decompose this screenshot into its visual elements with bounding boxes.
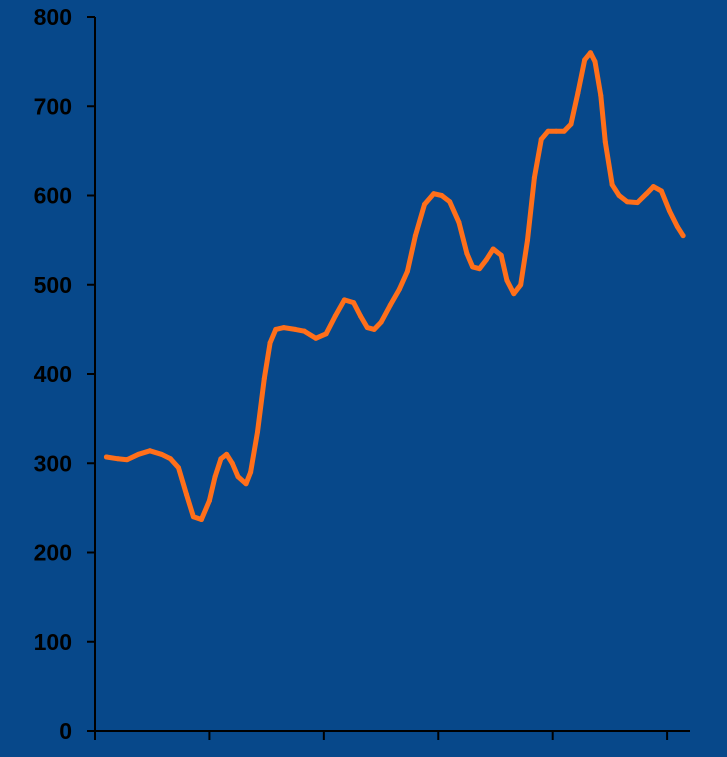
data-point (456, 219, 462, 225)
data-point (470, 264, 476, 270)
data-point (525, 237, 531, 243)
data-point (644, 191, 650, 197)
data-point (592, 59, 598, 65)
data-point (341, 297, 347, 303)
data-point (301, 328, 307, 334)
data-point (511, 291, 517, 297)
y-tick-label: 600 (34, 183, 72, 209)
data-point (568, 121, 574, 127)
data-point (609, 182, 615, 188)
data-point (371, 326, 377, 332)
data-point (464, 251, 470, 257)
data-point (103, 454, 109, 460)
data-point (176, 465, 182, 471)
data-point (650, 184, 656, 190)
data-point (602, 139, 608, 145)
data-point (135, 451, 141, 457)
axes-layer: 0 100 200 300 400 500 600 700 800 (34, 4, 690, 744)
data-point (404, 268, 410, 274)
data-point (248, 469, 254, 475)
y-tick-label: 400 (34, 361, 72, 387)
data-point (504, 277, 510, 283)
data-point (357, 313, 363, 319)
data-point (598, 93, 604, 99)
data-point (254, 429, 260, 435)
data-point (624, 199, 630, 205)
data-point (422, 201, 428, 207)
data-point (332, 313, 338, 319)
data-point (498, 252, 504, 258)
y-tick-label: 200 (34, 540, 72, 566)
data-point (158, 451, 164, 457)
data-point (273, 326, 279, 332)
data-point (553, 128, 559, 134)
y-tick-label: 0 (59, 718, 72, 744)
data-point (587, 50, 593, 56)
data-point (476, 266, 482, 272)
data-point (243, 481, 249, 487)
y-tick-label: 500 (34, 272, 72, 298)
data-point (124, 457, 130, 463)
data-point (378, 319, 384, 325)
data-point (351, 300, 357, 306)
data-point (281, 325, 287, 331)
data-point (431, 191, 437, 197)
data-point (575, 90, 581, 96)
data-point (439, 193, 445, 198)
data-point (616, 193, 622, 198)
data-point (447, 199, 453, 205)
data-point (168, 456, 174, 462)
series-layer (103, 50, 686, 522)
data-point (387, 302, 393, 308)
data-point (267, 340, 273, 346)
data-point (518, 282, 524, 288)
data-point (212, 474, 218, 480)
series-line (103, 50, 686, 522)
data-point (229, 460, 235, 466)
data-point (490, 246, 496, 252)
data-point (674, 224, 680, 230)
data-point (147, 448, 153, 454)
data-point (115, 456, 121, 462)
data-point (218, 456, 224, 462)
data-point (582, 57, 588, 63)
data-point (224, 451, 230, 457)
data-point (538, 136, 544, 142)
data-point (545, 128, 551, 134)
y-tick-label: 300 (34, 450, 72, 476)
data-point (412, 233, 418, 239)
data-point (206, 498, 212, 504)
data-point (184, 491, 190, 497)
data-point (313, 335, 319, 341)
data-point (666, 208, 672, 214)
y-tick-label: 100 (34, 629, 72, 655)
data-point (531, 175, 537, 181)
data-point (658, 188, 664, 194)
data-point (483, 257, 489, 263)
data-point (261, 375, 267, 381)
data-point (323, 331, 329, 337)
data-point (190, 514, 196, 520)
data-point (364, 325, 370, 331)
data-point (198, 516, 204, 522)
data-point (561, 128, 567, 134)
data-point (680, 233, 686, 239)
data-point (396, 286, 402, 292)
data-point (634, 200, 640, 206)
data-point (235, 474, 241, 480)
y-tick-label: 700 (34, 93, 72, 119)
data-point (292, 326, 298, 332)
y-tick-label: 800 (34, 4, 72, 30)
